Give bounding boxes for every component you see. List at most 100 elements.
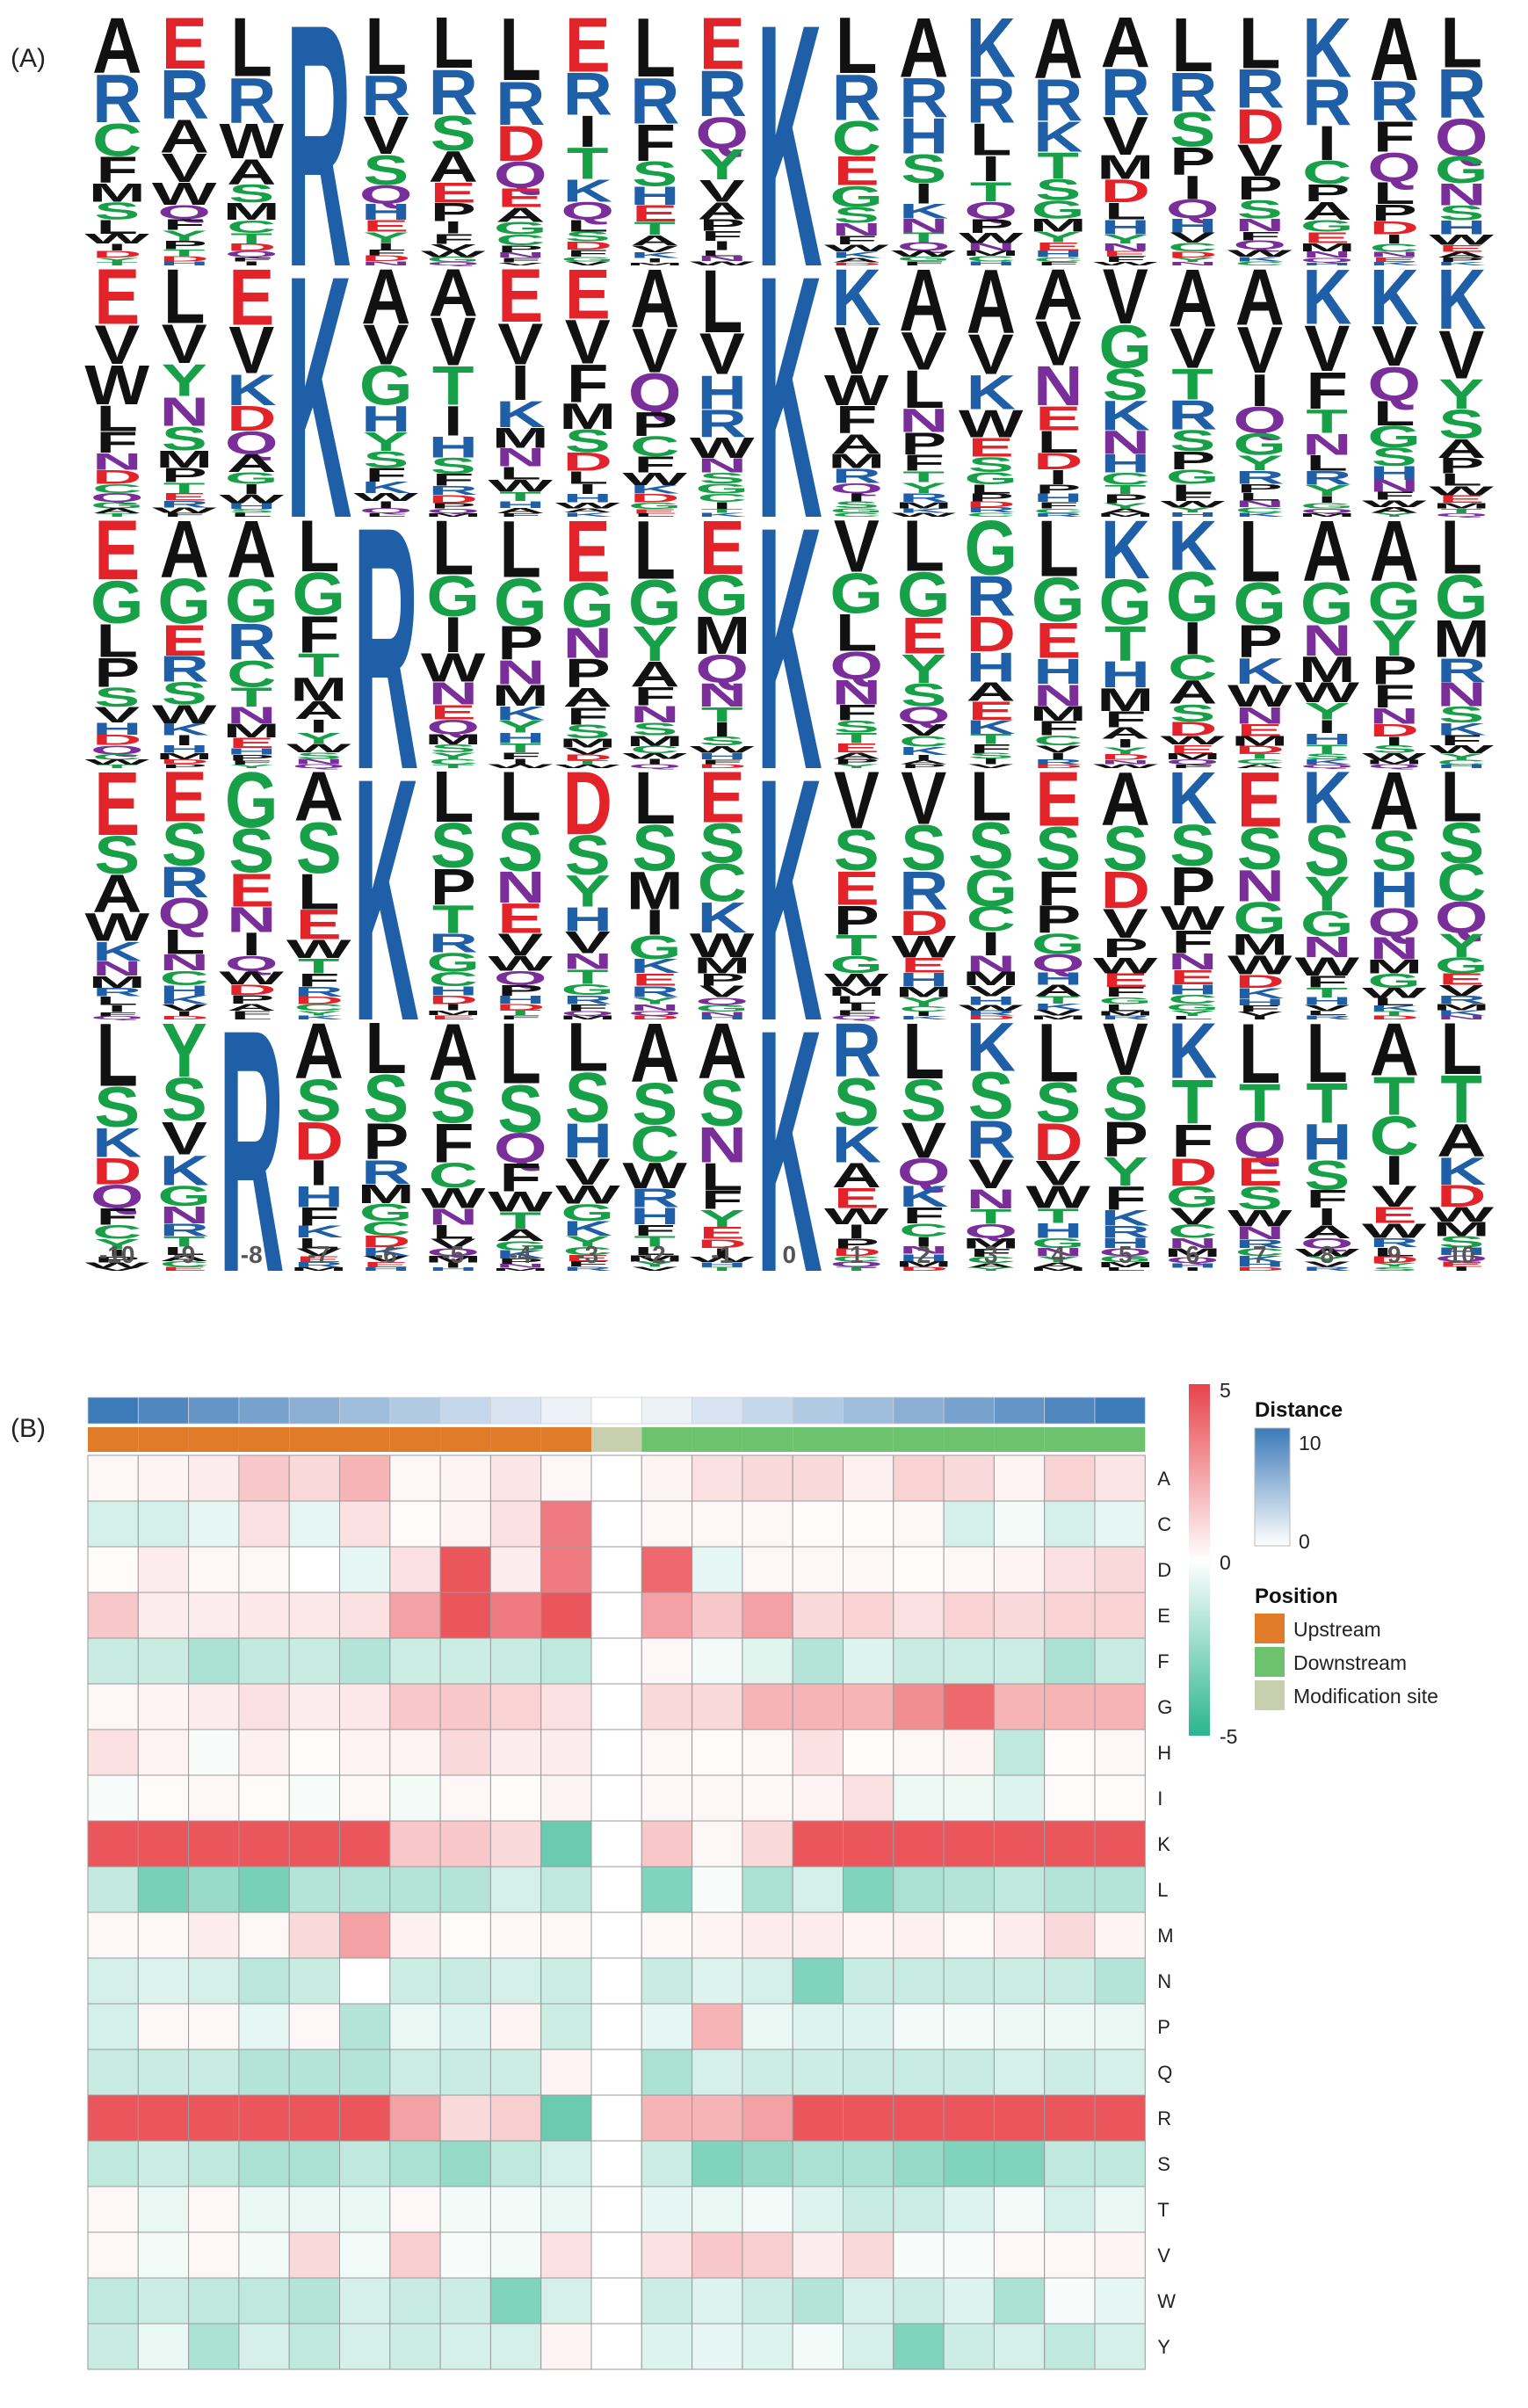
heatmap-cell	[1094, 1820, 1146, 1868]
logo-position-tick: -9	[173, 1241, 195, 1268]
logo-letter: W	[1227, 678, 1293, 714]
logo-letter: Y	[431, 751, 476, 761]
logo-letter: F	[836, 398, 878, 442]
logo-letter: Q	[695, 996, 749, 1007]
logo-letter: K	[1033, 112, 1083, 161]
logo-letter: W	[84, 904, 150, 949]
logo-letter: N	[1302, 427, 1351, 461]
heatmap-cell	[993, 1683, 1046, 1730]
logo-letter: H	[92, 720, 141, 738]
heatmap-cell	[843, 1637, 894, 1685]
logo-letter: C	[630, 744, 679, 756]
heatmap-cell	[843, 2277, 894, 2325]
logo-letter: G	[628, 501, 682, 511]
logo-letter: A	[630, 253, 679, 345]
heatmap-cell	[843, 1957, 894, 2005]
logo-letter: F	[567, 248, 609, 258]
heatmap-grid	[87, 1454, 1146, 2370]
logo-letter: F	[1373, 112, 1416, 161]
logo-letter: V	[94, 703, 141, 728]
logo-letter: S	[1438, 201, 1484, 225]
logo-position-tick: -8	[241, 1241, 263, 1268]
logo-letter: P	[1170, 141, 1215, 184]
logo-letter: G	[695, 1003, 749, 1013]
logo-letter: L	[499, 504, 541, 595]
logo-letter: S	[901, 146, 946, 192]
logo-letter: D	[429, 492, 478, 505]
logo-letter: K	[1302, 0, 1351, 96]
logo-letter: F	[230, 257, 272, 263]
heatmap-cell	[389, 1546, 441, 1593]
heatmap-cell	[943, 1957, 995, 2005]
logo-letter: Y	[1237, 451, 1283, 475]
logo-letter: I	[713, 719, 732, 741]
logo-letter: W	[488, 764, 554, 770]
logo-letter: H	[160, 743, 209, 755]
heatmap-cell	[692, 1637, 743, 1685]
logo-letter: P	[1170, 855, 1215, 917]
logo-letter: S	[968, 809, 1014, 882]
logo-letter: G	[494, 219, 547, 239]
logo-letter: Q	[1367, 144, 1421, 191]
heatmap-cell	[1044, 1637, 1096, 1685]
logo-letter: A	[429, 256, 478, 331]
logo-letter: Y	[632, 995, 677, 1005]
position-annotation-cell	[944, 1427, 995, 1452]
heatmap-cell	[792, 2323, 844, 2370]
logo-letter: A	[1370, 502, 1419, 599]
heatmap-cell	[489, 2231, 542, 2279]
logo-letter: K	[899, 1015, 948, 1020]
heatmap-cell	[540, 1729, 592, 1776]
logo-letter: F	[1037, 261, 1079, 266]
logo-letter: G	[1233, 893, 1286, 943]
heatmap-cell	[288, 1592, 341, 1639]
logo-letter: E	[228, 864, 274, 917]
scale-tick-min: -5	[1220, 1725, 1237, 1748]
heatmap-cell	[288, 2094, 341, 2142]
logo-letter: I	[1183, 613, 1202, 664]
logo-letter: I	[444, 218, 463, 237]
modification-site-label: Modification site	[1293, 1685, 1438, 1708]
logo-letter: L	[1171, 1015, 1213, 1021]
logo-letter: W	[219, 492, 284, 505]
heatmap-cell	[843, 1911, 894, 1959]
logo-letter: T	[1440, 507, 1482, 515]
heatmap-cell	[641, 2231, 693, 2279]
heatmap-cell	[439, 2094, 491, 2142]
logo-letter: A	[1101, 724, 1150, 742]
heatmap-cell	[893, 1683, 945, 1730]
heatmap-cell	[641, 1866, 693, 1913]
heatmap-cell	[238, 2140, 290, 2187]
logo-letter: R	[899, 490, 948, 504]
logo-letter: C	[92, 482, 141, 496]
heatmap-cell	[1094, 2003, 1146, 2050]
logo-letter: M	[559, 1015, 616, 1021]
heatmap-cell	[489, 1866, 542, 1913]
position-annotation-cell	[88, 1427, 139, 1452]
heatmap-cell	[742, 1820, 793, 1868]
logo-letter: Y	[901, 646, 946, 692]
logo-letter: Y	[565, 866, 611, 916]
logo-letter: T	[1037, 145, 1079, 186]
position-annotation-cell	[1044, 1427, 1095, 1452]
heatmap-cell	[137, 1957, 190, 2005]
logo-letter: L	[701, 252, 743, 352]
logo-letter: F	[1037, 500, 1079, 510]
heatmap-cell	[943, 1911, 995, 1959]
heatmap-cell	[1094, 1500, 1146, 1548]
logo-letter: V	[1438, 316, 1484, 393]
logo-letter: R	[967, 564, 1016, 627]
logo-letter: E	[497, 255, 543, 338]
distance-annotation-cell	[389, 1396, 441, 1425]
heatmap-cell	[1044, 2094, 1096, 2142]
logo-letter: Q	[1233, 400, 1286, 441]
logo-letter: V	[1237, 135, 1283, 185]
logo-letter: N	[1101, 424, 1150, 461]
logo-letter: Q	[494, 968, 547, 989]
distance-annotation-cell	[994, 1396, 1046, 1425]
heatmap-cell	[137, 1820, 190, 1868]
logo-letter: C	[1437, 758, 1486, 766]
heatmap-cell	[843, 2094, 894, 2142]
logo-letter: Q	[1166, 758, 1220, 766]
logo-letter: C	[1235, 758, 1285, 765]
